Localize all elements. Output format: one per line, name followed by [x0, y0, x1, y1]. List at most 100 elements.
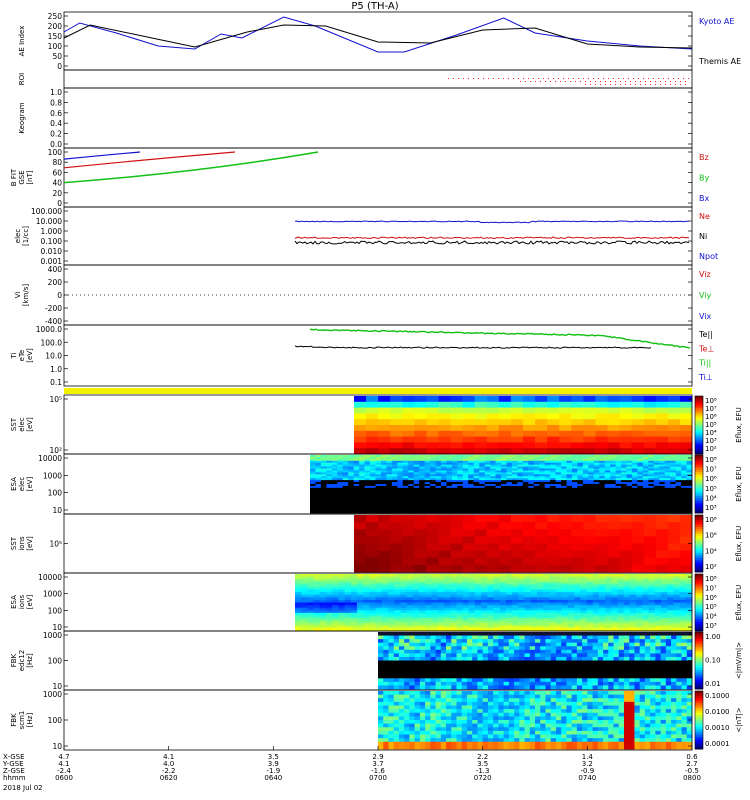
x-tick-time: 0620: [160, 774, 178, 782]
sst-ions-spectrogram: [354, 515, 693, 573]
y-axis-label: eTe: [18, 350, 26, 362]
x-tick-y: 3.5: [477, 760, 488, 768]
legend-entry: Te||: [698, 330, 713, 339]
colorbar-label: Eflux, EFU: [735, 407, 743, 442]
legend-entry: Themis AE: [698, 57, 741, 66]
y-axis-label: [eV]: [26, 536, 34, 551]
colorbar-tick: 10²: [705, 563, 717, 571]
y-tick-label: -200: [45, 304, 62, 313]
y-tick-label: 1.000: [41, 227, 63, 236]
x-tick-z: -0.9: [580, 767, 594, 775]
x-tick-z: -1.3: [476, 767, 490, 775]
y-tick-label: 400: [48, 265, 63, 274]
x-tick-y: 3.7: [372, 760, 383, 768]
y-tick-label: 10: [52, 623, 62, 632]
colorbar-tick: 1.00: [705, 633, 721, 641]
fbk-edc12-spectrogram: [378, 632, 693, 690]
colorbar: [694, 573, 704, 632]
y-tick-label: 1000: [43, 690, 62, 699]
y-tick-label: 1.0: [50, 88, 62, 97]
y-tick-label: 100.0: [41, 338, 63, 347]
x-tick-y: 4.1: [58, 760, 69, 768]
colorbar-tick: 10⁵: [705, 603, 717, 611]
x-tick-z: -0.5: [685, 767, 699, 775]
ne-line: [294, 236, 690, 240]
y-tick-label: 10.0: [45, 352, 62, 361]
y-axis-label: [1/cc]: [22, 226, 30, 246]
y-axis-label: ions: [18, 536, 26, 551]
x-tick-time: 0720: [474, 774, 492, 782]
by-line: [63, 151, 319, 184]
y-tick-label: 0.8: [50, 98, 62, 107]
colorbar-tick: 10⁵: [705, 485, 717, 493]
plot-title: P5 (TH-A): [351, 1, 398, 12]
y-tick-label: 100: [48, 148, 63, 157]
y-axis-label: ions: [18, 594, 26, 609]
x-row-label: X-GSE: [3, 753, 25, 761]
x-tick-y: 3.2: [582, 760, 593, 768]
y-tick-label: 100: [48, 657, 63, 666]
series-line-themis-ae: [63, 24, 693, 49]
colorbar-tick: 10⁶: [705, 475, 717, 483]
colorbar: [694, 395, 704, 455]
y-tick-label: 60: [52, 168, 62, 177]
legend-entry: Te⊥: [698, 344, 714, 353]
te-par-line: [294, 345, 652, 349]
y-axis-label: ESA: [10, 595, 18, 609]
colorbar-tick: 0.01: [705, 680, 721, 688]
y-axis-label: ESA: [10, 477, 18, 491]
panel-frame-vel: [63, 264, 693, 326]
colorbar-tick: 10⁸: [705, 456, 717, 464]
x-tick-z: -1.9: [266, 767, 280, 775]
colorbar-tick: 10⁴: [705, 494, 717, 502]
legend-entry: Ni: [699, 232, 707, 241]
y-tick-label: 10: [52, 506, 62, 515]
npot-line: [294, 220, 689, 224]
panel-frame-keogram: [63, 87, 693, 149]
colorbar-tick: 0.1000: [705, 692, 730, 700]
x-tick-x: 4.7: [58, 753, 69, 761]
y-tick-label: -400: [45, 317, 62, 326]
y-tick-label: 150: [48, 32, 63, 41]
colorbar-tick: 10⁸: [705, 516, 717, 524]
legend-entry: Npot: [699, 252, 718, 261]
x-tick-z: -2.2: [162, 767, 176, 775]
y-axis-label: [nT]: [26, 170, 34, 184]
y-tick-label: 100: [48, 42, 63, 51]
y-tick-label: 50: [52, 52, 62, 61]
colorbar-label: <|nT|>: [735, 707, 743, 732]
y-tick-label: 10000: [38, 454, 62, 463]
y-axis-label: [eV]: [26, 594, 34, 609]
y-tick-label: 200: [48, 278, 63, 287]
y-tick-label: 0.0: [50, 140, 62, 149]
y-axis-label: FBK: [10, 653, 18, 667]
colorbar-tick: 10⁷: [705, 466, 717, 474]
x-tick-y: 3.9: [268, 760, 279, 768]
series-line-kyoto-ae: [63, 16, 693, 53]
y-axis-label: [Hz]: [26, 653, 34, 668]
y-tick-label: 40: [52, 179, 62, 188]
y-axis-label: elec: [18, 417, 26, 432]
y-tick-label: 1000.0: [36, 325, 62, 334]
panel-frame-dens: [63, 206, 693, 266]
legend-entry: Viz: [699, 270, 711, 279]
y-axis-label: SST: [10, 536, 18, 550]
legend-entry: Ti⊥: [698, 373, 713, 382]
x-tick-z: -2.4: [57, 767, 71, 775]
colorbar-tick: 10⁸: [705, 575, 717, 583]
ti-par-line: [310, 328, 691, 349]
colorbar-tick: 0.0100: [705, 708, 730, 716]
y-tick-label: 1000: [43, 631, 62, 640]
y-axis-label: ROI: [18, 73, 26, 85]
esa-elec-spectrogram: [310, 455, 693, 514]
x-tick-x: 3.5: [268, 753, 279, 761]
y-tick-label: 0.4: [50, 119, 62, 128]
y-axis-label: elec: [14, 229, 22, 244]
colorbar: [694, 454, 704, 514]
y-tick-label: 0.2: [50, 130, 62, 139]
colorbar: [694, 690, 704, 750]
colorbar-tick: 10³: [705, 437, 717, 445]
y-tick-label: 1000: [43, 590, 62, 599]
colorbar-tick: 0.10: [705, 657, 721, 665]
